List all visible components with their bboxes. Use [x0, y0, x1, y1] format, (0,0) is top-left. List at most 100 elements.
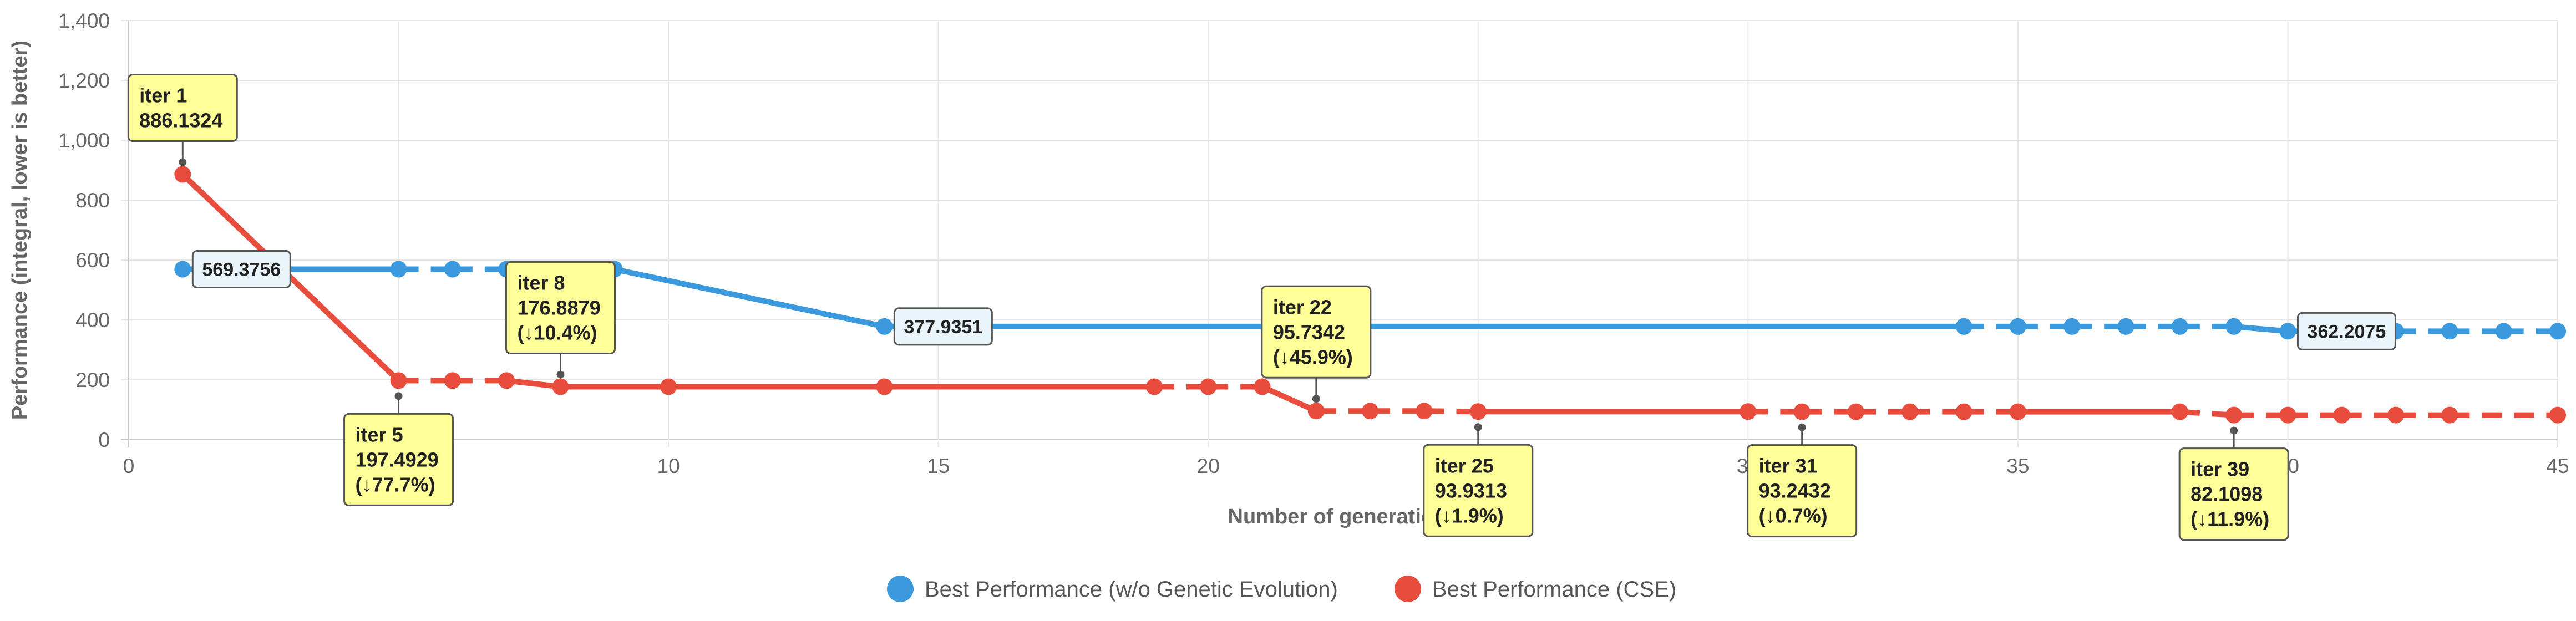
annotation-anchor-dot: [1312, 395, 1320, 403]
legend-item-1[interactable]: Best Performance (CSE): [1395, 576, 1676, 602]
series-0-point[interactable]: [1955, 318, 1972, 335]
annotation-anchor-dot: [556, 370, 565, 379]
y-tick-label: 1,000: [58, 129, 110, 152]
series-1-point[interactable]: [1362, 403, 1379, 420]
series-0-point[interactable]: [2225, 318, 2243, 335]
series-1-point[interactable]: [444, 372, 461, 389]
annotation-text: 82.1098: [2190, 483, 2263, 506]
series-1-point[interactable]: [876, 378, 893, 395]
series-1-point[interactable]: [1793, 403, 1811, 420]
series-1-point[interactable]: [2333, 406, 2350, 424]
value-label: 569.3756: [191, 250, 291, 289]
grid: [121, 20, 2558, 447]
legend-label: Best Performance (w/o Genetic Evolution): [925, 577, 1338, 602]
annotation-box: [1423, 444, 1534, 537]
series-1-point[interactable]: [1254, 378, 1271, 395]
series-1-point[interactable]: [2387, 406, 2405, 424]
series-1-point[interactable]: [2009, 403, 2026, 420]
annotation-text: iter 22: [1273, 296, 1332, 318]
series-1-segment: [506, 378, 561, 390]
series-1-point[interactable]: [1469, 403, 1487, 420]
series-1-point[interactable]: [552, 378, 569, 395]
y-tick-label: 200: [75, 369, 110, 391]
annotation-box: [343, 413, 454, 506]
series-1-point[interactable]: [1955, 403, 1972, 420]
annotation-text: iter 8: [517, 271, 565, 294]
annotation: iter 31 93.2432 (↓0.7%): [1747, 423, 1858, 538]
series-1-point[interactable]: [660, 378, 677, 395]
series-1-point[interactable]: [2225, 406, 2243, 424]
annotation-anchor-dot: [2230, 426, 2238, 435]
annotation-text: iter 25: [1435, 454, 1494, 477]
series-0-point[interactable]: [2117, 318, 2134, 335]
series-1-point[interactable]: [1847, 403, 1864, 420]
annotation-text: iter 5: [356, 423, 403, 446]
series-1-point[interactable]: [2279, 406, 2296, 424]
series-0-point[interactable]: [2279, 323, 2296, 340]
value-label: 362.2075: [2296, 312, 2396, 350]
annotation-anchor-dot: [1798, 423, 1806, 431]
series-0-segment: [613, 266, 885, 329]
legend[interactable]: Best Performance (w/o Genetic Evolution)…: [887, 576, 1676, 602]
y-tick-label: 800: [75, 189, 110, 212]
series-1-point[interactable]: [1200, 378, 1217, 395]
series-1-point[interactable]: [1145, 378, 1163, 395]
legend-marker: [887, 576, 914, 602]
series-points: [174, 166, 2566, 424]
series-1-point[interactable]: [2549, 406, 2566, 424]
value-label-box: [191, 250, 291, 289]
x-tick-label: 35: [2006, 455, 2029, 477]
series-1-point[interactable]: [1740, 403, 1757, 420]
series-1-point[interactable]: [1307, 403, 1325, 420]
series-0-point[interactable]: [2441, 323, 2458, 340]
series-1-point[interactable]: [2441, 406, 2458, 424]
series-1-point[interactable]: [1901, 403, 1919, 420]
annotation-box: [1261, 285, 1372, 379]
axes: 02004006008001,0001,2001,400051015202530…: [8, 9, 2569, 528]
annotation-anchor-dot: [394, 392, 403, 400]
annotation-text: (↓11.9%): [2190, 508, 2269, 531]
series-1-point[interactable]: [2171, 403, 2188, 420]
value-label: 377.9351: [893, 307, 993, 346]
x-tick-label: 10: [657, 455, 680, 477]
series-0-point[interactable]: [390, 261, 407, 278]
annotation-text: 93.2432: [1759, 480, 1831, 502]
annotation-text: 197.4929: [356, 448, 439, 471]
annotation-text: iter 1: [139, 84, 187, 106]
series-0-point[interactable]: [174, 261, 191, 278]
value-label-box: [893, 307, 993, 346]
series-0-point[interactable]: [2171, 318, 2188, 335]
annotation-anchor-dot: [179, 158, 187, 166]
series-0-point[interactable]: [2495, 323, 2512, 340]
legend-label: Best Performance (CSE): [1432, 577, 1676, 602]
series-0-point[interactable]: [2009, 318, 2026, 335]
series-1-point[interactable]: [174, 166, 191, 183]
series-1-segment: [1261, 384, 1317, 414]
series-0-segment: [2233, 323, 2288, 334]
annotation-text: 886.1324: [139, 109, 222, 131]
annotation-box: [2178, 447, 2289, 541]
series-1-point[interactable]: [390, 372, 407, 389]
annotation-text: (↓45.9%): [1273, 345, 1353, 368]
legend-item-0[interactable]: Best Performance (w/o Genetic Evolution): [887, 576, 1338, 602]
legend-marker: [1395, 576, 1421, 602]
series-0-point[interactable]: [2063, 318, 2081, 335]
annotation-text: (↓0.7%): [1759, 505, 1828, 527]
series-0-point[interactable]: [444, 261, 461, 278]
y-tick-label: 600: [75, 249, 110, 272]
annotation: iter 1 886.1324: [127, 73, 238, 166]
value-label-text: 362.2075: [2308, 321, 2386, 342]
series-0-point[interactable]: [876, 318, 893, 335]
series-1-point[interactable]: [1416, 403, 1433, 420]
x-tick-label: 0: [123, 455, 135, 477]
series-0-point[interactable]: [2549, 323, 2566, 340]
value-labels: 569.3756 377.9351 362.2075: [191, 250, 2396, 350]
series-1-point[interactable]: [498, 372, 515, 389]
